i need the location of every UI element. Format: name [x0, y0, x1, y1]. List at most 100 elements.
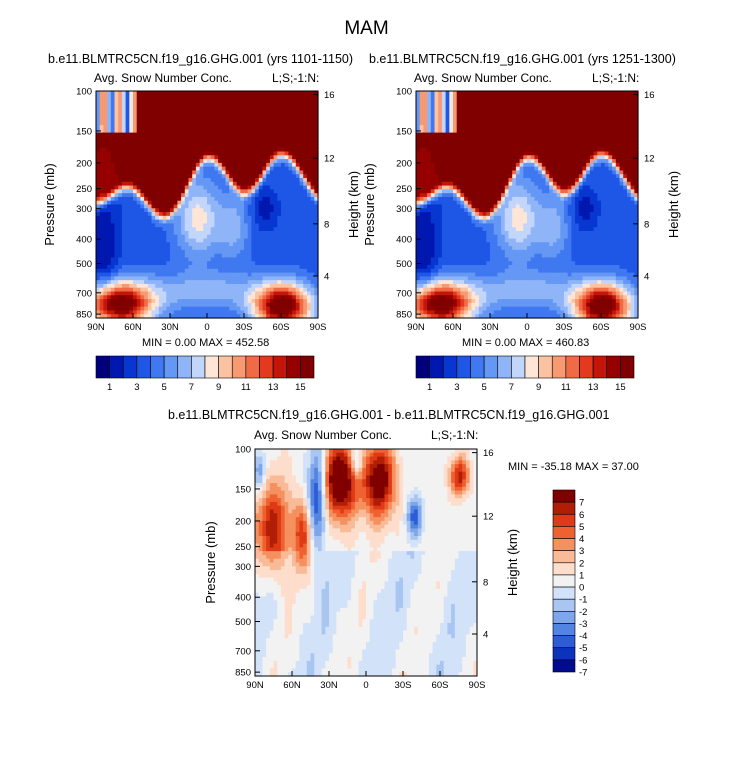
panel-2-cell — [497, 159, 502, 164]
panel-1-cell — [133, 136, 138, 141]
panel-1-cell — [118, 121, 123, 126]
panel-1-cell — [229, 208, 234, 213]
panel-1-cell — [232, 113, 238, 119]
panel-2-cell — [419, 132, 424, 137]
panel-2-cell — [519, 113, 524, 119]
panel-1-cell — [103, 106, 108, 111]
panel-2-cell — [527, 109, 532, 115]
panel-1-cell — [199, 106, 204, 111]
panel-1-cell — [310, 272, 315, 277]
panel-1-cell — [258, 109, 264, 115]
panel-1-cell — [314, 136, 319, 141]
panel-1-cell — [266, 238, 271, 243]
panel-1-cell — [192, 121, 197, 126]
panel-1-cell — [103, 91, 108, 96]
panel-1-cell — [269, 253, 275, 259]
panel-1-cell — [99, 178, 104, 183]
panel-1-cell — [99, 249, 104, 255]
panel-1-cell — [247, 178, 252, 183]
panel-1-cell — [118, 128, 123, 134]
panel-1-cell — [292, 125, 297, 130]
panel-1-cell — [173, 302, 178, 308]
panel-1-cell — [181, 276, 186, 281]
panel-1-cell — [136, 136, 141, 141]
panel-1-cell — [162, 125, 167, 130]
panel-1-cell — [177, 98, 182, 103]
panel-2-cell — [490, 170, 495, 175]
panel-2-cell — [545, 128, 550, 134]
panel-2-cell — [419, 147, 424, 153]
panel-1-cell — [129, 265, 134, 270]
panel-1-cell — [273, 257, 278, 262]
panel-1-cell — [218, 265, 223, 270]
panel-1-cell — [232, 246, 238, 251]
panel-1-cell — [244, 170, 249, 175]
panel-1-cell — [207, 170, 212, 175]
panel-2-cell — [438, 140, 443, 145]
panel-1-cell — [225, 204, 230, 209]
panel-2-cell — [471, 166, 476, 172]
panel-1-cell — [136, 109, 141, 115]
panel-1-cell — [303, 234, 308, 240]
panel-1-cell — [155, 302, 160, 308]
panel-1-cell — [232, 106, 238, 111]
panel-1-cell — [288, 189, 293, 194]
panel-2-cell — [512, 147, 517, 153]
panel-1-cell — [181, 302, 186, 308]
panel-1-cell — [136, 113, 141, 119]
panel-1-cell — [195, 268, 201, 274]
panel-1-cell — [162, 121, 167, 126]
panel-1-cell — [281, 257, 286, 262]
panel-1-cell — [281, 314, 286, 319]
panel-2-cell — [501, 125, 506, 130]
panel-1-cell — [133, 291, 138, 296]
panel-1-cell — [173, 276, 178, 281]
panel-1-cell — [295, 98, 301, 103]
colorbar-1-box — [163, 355, 179, 379]
panel-2-cell — [482, 136, 487, 141]
panel-1-cell — [266, 257, 271, 262]
panel-2-cell — [556, 151, 561, 156]
panel-1-cell — [266, 193, 271, 198]
panel-1-cell — [177, 234, 182, 240]
panel-1-cell — [303, 174, 308, 179]
panel-2-cell — [630, 143, 635, 149]
panel-1-cell — [96, 299, 101, 304]
panel-2-cell — [438, 117, 443, 122]
panel-1-cell — [125, 310, 130, 315]
panel-1-cell — [299, 136, 304, 141]
panel-1-cell — [277, 283, 282, 289]
panel-1-cell — [292, 113, 297, 119]
panel-1-cell — [251, 125, 256, 130]
panel-1-cell — [314, 212, 319, 217]
panel-2-cell — [552, 166, 558, 172]
panel-2-cell — [453, 151, 458, 156]
panel-1-cell — [107, 98, 112, 103]
panel-2-cell — [497, 91, 502, 96]
panel-1-cell — [210, 265, 215, 270]
panel-1-cell — [314, 261, 319, 266]
panel-1-cell — [144, 185, 149, 190]
panel-1-cell — [247, 204, 252, 209]
panel-1-cell — [251, 193, 256, 198]
panel-2-cell — [504, 106, 510, 111]
panel-1-cell — [299, 280, 304, 285]
panel-1-cell — [103, 265, 108, 270]
panel-2-cell — [564, 140, 569, 145]
panel-1-cell — [221, 246, 227, 251]
panel-1-cell — [158, 121, 164, 126]
panel-1-cell — [184, 155, 190, 160]
panel-1-cell — [155, 178, 160, 183]
panel-1-cell — [273, 121, 278, 126]
panel-1-cell — [310, 287, 315, 293]
panel-1-cell — [244, 246, 249, 251]
panel-1-cell — [214, 128, 219, 134]
panel-1-cell — [133, 310, 138, 315]
panel-2-cell — [478, 166, 484, 172]
panel-1-cell — [166, 117, 171, 122]
panel-1-cell — [303, 102, 308, 107]
panel-1-cell — [207, 204, 212, 209]
panel-1-cell — [314, 98, 319, 103]
panel-1-cell — [269, 132, 275, 137]
panel-1-cell — [299, 276, 304, 281]
